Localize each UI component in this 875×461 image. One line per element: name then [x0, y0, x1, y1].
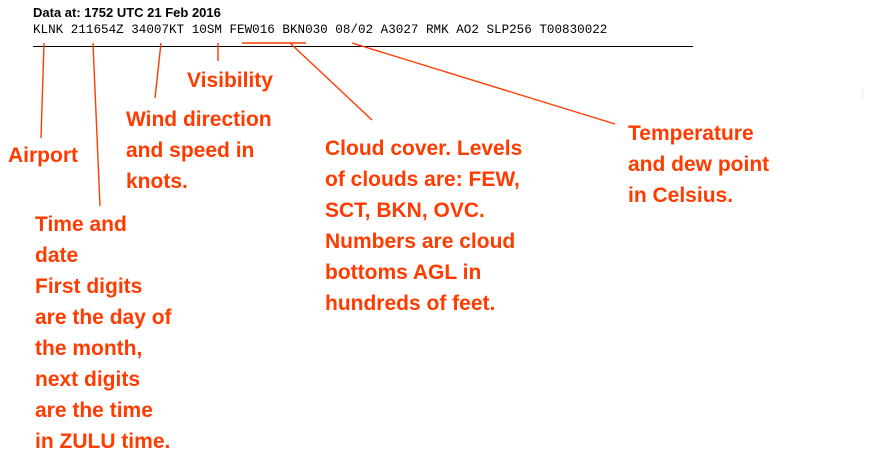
visibility-label: Visibility: [187, 69, 273, 92]
scroll-indicator-icon: ⋮: [858, 89, 867, 99]
cloud-cover-label: Cloud cover. Levels of clouds are: FEW, …: [325, 137, 523, 315]
data-timestamp: Data at: 1752 UTC 21 Feb 2016: [33, 5, 221, 20]
temperature-callout-line: [351, 42, 616, 125]
temperature-label: Temperature and dew point in Celsius.: [628, 122, 770, 207]
airport-label: Airport: [8, 144, 78, 167]
airport-callout-line: [40, 42, 45, 139]
time-date-callout-line: [92, 42, 101, 207]
cloud-callout-line: [289, 42, 373, 121]
time-date-label: Time and date First digits are the day o…: [35, 213, 172, 453]
metar-string: KLNK 211654Z 34007KT 10SM FEW016 BKN030 …: [33, 23, 608, 37]
wind-callout-line: [154, 42, 162, 99]
wind-label: Wind direction and speed in knots.: [126, 108, 272, 193]
